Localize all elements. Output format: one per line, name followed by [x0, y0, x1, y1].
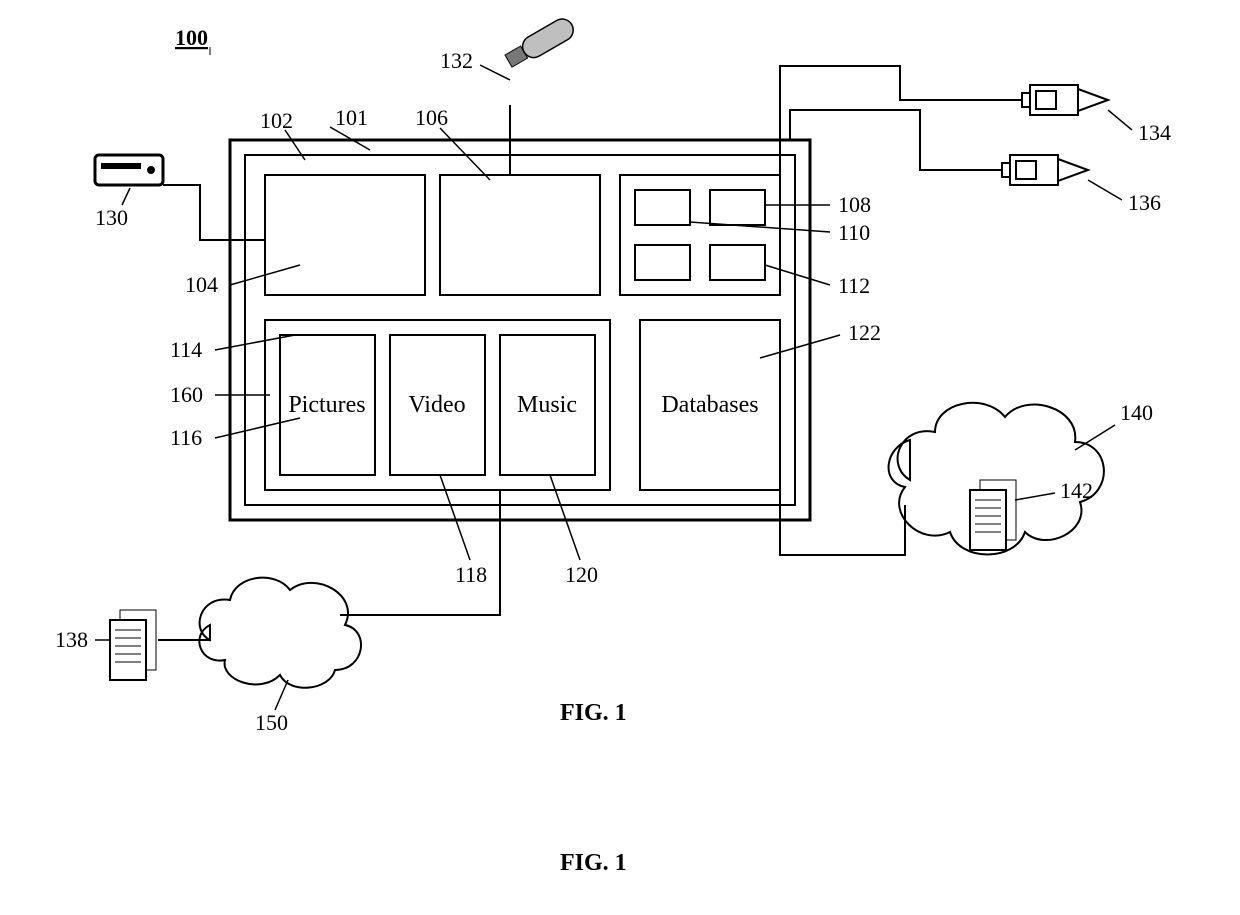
camera-icon-134 — [1022, 85, 1108, 115]
lead-112 — [765, 265, 830, 285]
ref-122: 122 — [848, 320, 881, 345]
ref-142: 142 — [1060, 478, 1093, 503]
label-video: Video — [408, 392, 465, 418]
drive-icon — [95, 155, 163, 185]
camera-icon-136 — [1002, 155, 1088, 185]
conn-122-140 — [780, 490, 905, 555]
ref-140: 140 — [1120, 400, 1153, 425]
server-icon-142 — [970, 480, 1016, 550]
figure-caption: FIG. 1 — [560, 700, 627, 726]
ref-132: 132 — [440, 48, 473, 73]
ref-120: 120 — [565, 562, 598, 587]
frame-102 — [245, 155, 795, 505]
box-108-group — [620, 175, 780, 295]
ref-116: 116 — [170, 425, 202, 450]
conn-134 — [780, 66, 1022, 175]
figure-caption-2: FIG. 1 — [560, 850, 627, 876]
label-music: Music — [517, 392, 577, 418]
lead-130 — [122, 188, 130, 205]
ref-100: 100 — [175, 25, 208, 50]
ref-138: 138 — [55, 627, 88, 652]
ref-101: 101 — [335, 105, 368, 130]
ref-102: 102 — [260, 108, 293, 133]
ref-118: 118 — [455, 562, 487, 587]
ref-130: 130 — [95, 205, 128, 230]
ref-106: 106 — [415, 105, 448, 130]
box-106 — [440, 175, 600, 295]
box-small-tl — [635, 190, 690, 225]
box-small-tr-108 — [710, 190, 765, 225]
usb-icon — [503, 15, 577, 71]
conn-150-frame — [340, 490, 500, 615]
lead-136 — [1088, 180, 1122, 200]
lead-150 — [275, 680, 288, 710]
label-databases: Databases — [661, 392, 758, 418]
server-icon-138 — [110, 610, 156, 680]
lead-122 — [760, 335, 840, 358]
lead-120 — [550, 475, 580, 560]
ref-114: 114 — [170, 337, 202, 362]
ref-110: 110 — [838, 220, 870, 245]
ref-108: 108 — [838, 192, 871, 217]
box-small-br-112 — [710, 245, 765, 280]
ref-112: 112 — [838, 273, 870, 298]
box-small-bl — [635, 245, 690, 280]
ref-104: 104 — [185, 272, 218, 297]
cloud-150 — [199, 578, 361, 688]
lead-114 — [215, 335, 295, 350]
conn-130 — [163, 185, 265, 240]
lead-118 — [440, 475, 470, 560]
lead-140 — [1075, 425, 1115, 450]
ref-136: 136 — [1128, 190, 1161, 215]
ref-150: 150 — [255, 710, 288, 735]
label-pictures: Pictures — [288, 392, 365, 418]
lead-134 — [1108, 110, 1132, 130]
conn-136 — [790, 110, 1002, 170]
frame-101 — [230, 140, 810, 520]
lead-116 — [215, 418, 300, 438]
ref-134: 134 — [1138, 120, 1171, 145]
ref-160: 160 — [170, 382, 203, 407]
lead-132 — [480, 65, 510, 80]
box-104 — [265, 175, 425, 295]
system-diagram: Pictures Video Music Databases — [0, 0, 1240, 915]
